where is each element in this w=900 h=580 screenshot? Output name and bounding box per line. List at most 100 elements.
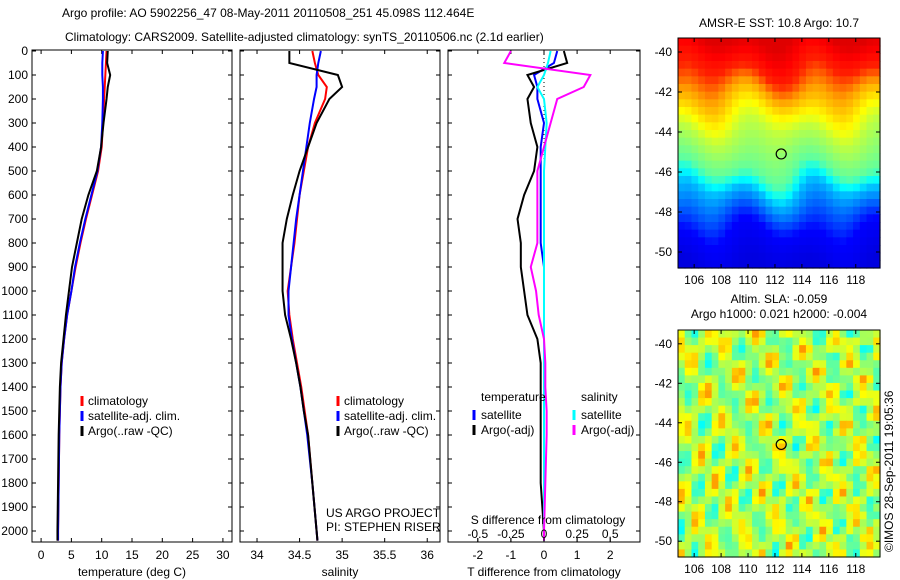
heatmap-cell — [704, 382, 713, 392]
heatmap-cell — [745, 61, 753, 70]
heatmap-cell — [691, 38, 699, 47]
heatmap-cell — [859, 458, 868, 467]
heatmap-cell — [691, 245, 699, 254]
temperature-line-argo — [56, 50, 112, 541]
heatmap-cell — [792, 390, 800, 399]
heatmap-cell — [678, 53, 686, 62]
heatmap-cell — [731, 122, 740, 131]
heatmap-cell — [799, 107, 807, 116]
heatmap-cell — [779, 458, 787, 467]
heatmap-cell — [873, 252, 881, 261]
heatmap-cell — [718, 206, 726, 215]
legend-label: satellite-adj. clim. — [344, 409, 436, 423]
heatmap-cell — [819, 114, 827, 123]
heatmap-cell — [866, 360, 874, 369]
heatmap-cell — [846, 473, 854, 482]
heatmap-cell — [873, 229, 881, 238]
heatmap-cell — [812, 153, 820, 162]
heatmap-cell — [711, 420, 719, 429]
heatmap-cell — [678, 137, 686, 146]
heatmap-cell — [779, 68, 787, 77]
heatmap-cell — [839, 405, 847, 414]
heatmap-cell — [792, 511, 800, 520]
heatmap-cell — [752, 330, 760, 339]
heatmap-cell — [765, 191, 773, 200]
heatmap-cell — [718, 114, 726, 123]
heatmap-cell — [819, 382, 827, 392]
heatmap-cell — [678, 526, 686, 535]
heatmap-cell — [718, 84, 726, 93]
heatmap-cell — [785, 68, 794, 77]
heatmap-cell — [779, 330, 787, 339]
heatmap-cell — [812, 352, 820, 361]
heatmap-cell — [826, 504, 834, 513]
heatmap-cell — [785, 526, 794, 535]
heatmap-cell — [873, 504, 881, 513]
heatmap-cell — [792, 375, 800, 384]
heatmap-cell — [752, 504, 760, 513]
heatmap-cell — [866, 99, 874, 108]
heatmap-cell — [839, 360, 847, 369]
heatmap-cell — [738, 76, 746, 85]
heatmap-cell — [785, 214, 794, 223]
heatmap-cell — [799, 61, 807, 70]
heatmap-cell — [839, 390, 847, 399]
heatmap-cell — [765, 183, 773, 192]
heatmap-cell — [812, 390, 820, 399]
heatmap-cell — [846, 443, 854, 452]
heatmap-cell — [779, 76, 787, 85]
heatmap-cell — [873, 541, 881, 551]
heatmap-cell — [725, 61, 733, 70]
heatmap-cell — [698, 176, 706, 185]
heatmap-cell — [779, 61, 787, 70]
heatmap-cell — [792, 488, 800, 498]
heatmap-cell — [691, 511, 699, 520]
heatmap-cell — [846, 130, 854, 139]
heatmap-cell — [812, 160, 820, 169]
heatmap-cell — [873, 214, 881, 223]
heatmap-cell — [853, 367, 861, 376]
heatmap-cell — [819, 252, 827, 261]
heatmap-cell — [684, 435, 693, 445]
heatmap-cell — [704, 91, 713, 100]
heatmap-cell — [779, 122, 787, 131]
heatmap-cell — [873, 549, 881, 558]
heatmap-cell — [812, 488, 820, 498]
heatmap-cell — [866, 53, 874, 62]
heatmap-cell — [812, 145, 820, 154]
heatmap-cell — [873, 38, 881, 47]
heatmap-cell — [678, 145, 686, 154]
heatmap-cell — [678, 45, 686, 54]
heatmap-cell — [839, 413, 847, 422]
heatmap-cell — [765, 360, 773, 369]
heatmap-cell — [873, 451, 881, 460]
salinity-xtick-label: 35 — [335, 548, 349, 562]
heatmap-cell — [805, 68, 814, 77]
heatmap-cell — [826, 443, 834, 452]
heatmap-cell — [765, 245, 773, 254]
heatmap-cell — [738, 176, 746, 185]
heatmap-cell — [792, 458, 800, 467]
heatmap-cell — [698, 481, 706, 490]
heatmap-cell — [704, 53, 713, 62]
heatmap-cell — [678, 481, 686, 490]
heatmap-cell — [765, 428, 773, 437]
heatmap-cell — [711, 168, 719, 177]
heatmap-cell — [738, 345, 746, 354]
heatmap-cell — [819, 76, 827, 85]
heatmap-cell — [691, 252, 699, 261]
heatmap-cell — [678, 107, 686, 116]
heatmap-cell — [785, 176, 794, 185]
heatmap-cell — [725, 176, 733, 185]
heatmap-cell — [745, 466, 753, 475]
lon-tick-label: 118 — [846, 273, 865, 287]
heatmap-cell — [718, 345, 726, 354]
heatmap-cell — [805, 237, 814, 246]
heatmap-cell — [832, 435, 841, 445]
heatmap-cell — [779, 38, 787, 47]
heatmap-cell — [812, 76, 820, 85]
heatmap-cell — [678, 405, 686, 414]
heatmap-cell — [812, 481, 820, 490]
title-line1: Argo profile: AO 5902256_47 08-May-2011 … — [62, 6, 474, 20]
heatmap-cell — [698, 222, 706, 231]
